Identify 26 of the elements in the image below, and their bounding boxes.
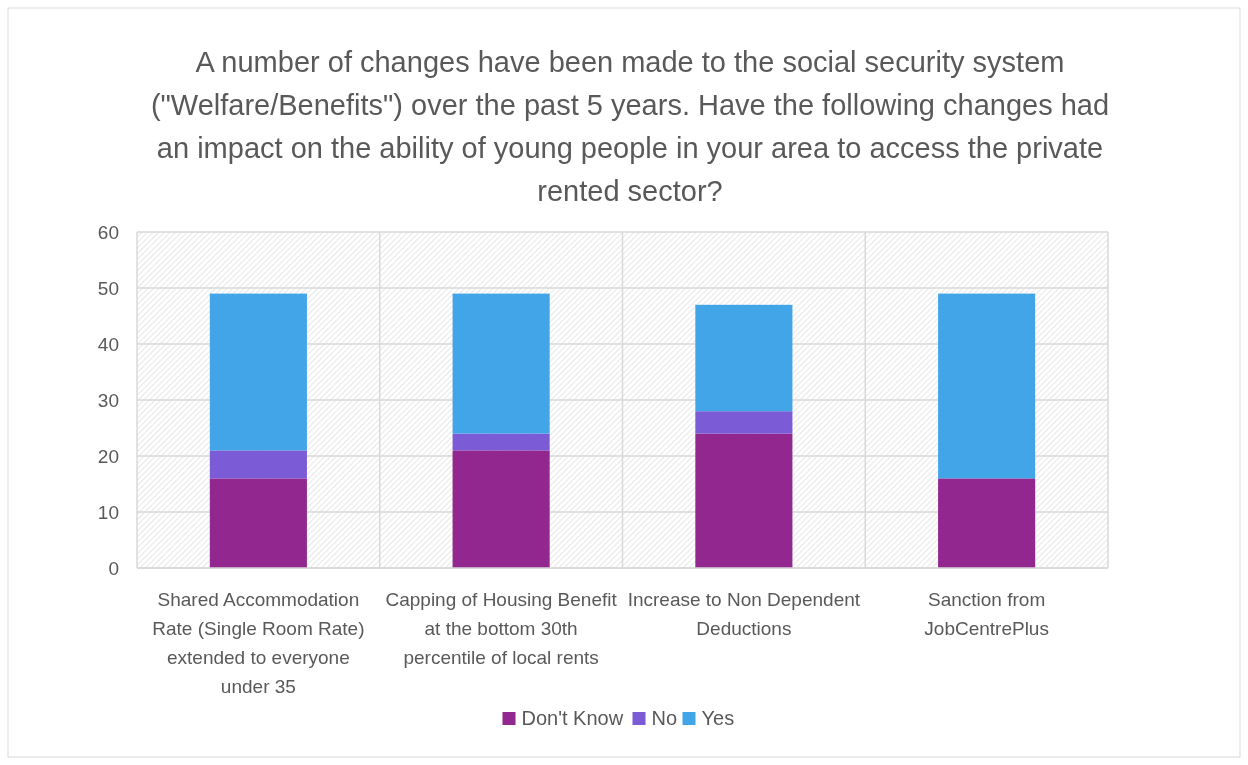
y-tick-label: 40: [97, 333, 119, 355]
legend-label: Yes: [701, 707, 735, 729]
y-tick-label: 60: [97, 221, 119, 243]
bar: [209, 450, 307, 479]
y-tick-label: 10: [97, 501, 119, 523]
legend-label: No: [651, 707, 678, 729]
legend-label: Don't Know: [521, 707, 624, 729]
bar: [695, 433, 793, 568]
bar: [209, 478, 307, 568]
bar: [452, 293, 550, 434]
x-tick-label: Sanction from JobCentrePlus: [924, 589, 1049, 639]
bar: [209, 293, 307, 451]
bar: [452, 433, 550, 451]
y-tick-label: 0: [108, 557, 119, 579]
y-tick-label: 30: [97, 389, 119, 411]
x-tick-label: Capping of Housing Benefit at the bottom 30th percentile of local rents: [385, 589, 618, 668]
x-tick-label: Increase to Non Dependent Deductions: [627, 589, 861, 639]
y-tick-label: 50: [97, 277, 119, 299]
x-tick-label: Shared Accommodation Rate (Single Room Rate) extended to everyone under 35: [152, 589, 365, 697]
bar: [452, 450, 550, 568]
bar: [695, 411, 793, 434]
bar: [938, 478, 1036, 568]
bar: [938, 293, 1036, 479]
chart-title: A number of changes have been made to the social security system ("Welfare/Benefits") over the past 5 years. Have the following changes had an impact on the ability of young people in your area to access the private rented sector?: [150, 46, 1110, 207]
bar: [695, 304, 793, 412]
y-tick-label: 20: [97, 445, 119, 467]
